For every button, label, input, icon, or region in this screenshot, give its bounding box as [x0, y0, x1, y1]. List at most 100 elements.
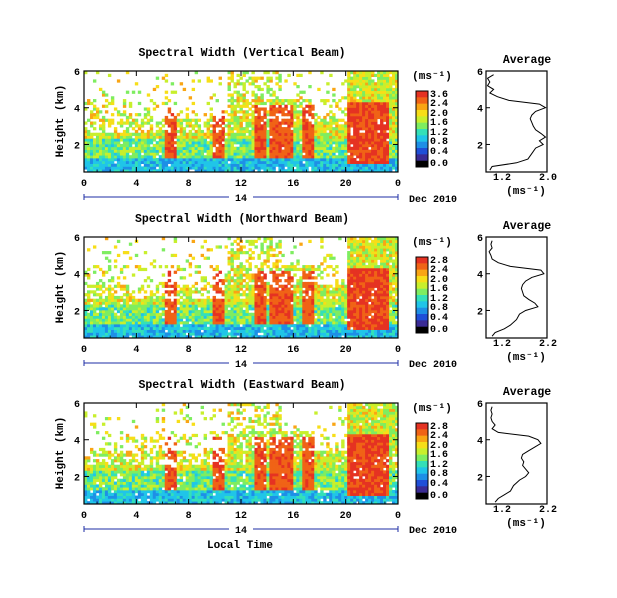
heatmap-cell: [359, 276, 363, 280]
heatmap-cell: [314, 146, 318, 150]
heatmap-cell: [236, 253, 240, 258]
heatmap-cell: [287, 295, 291, 300]
heatmap-cell: [224, 295, 228, 300]
heatmap-cell: [362, 332, 366, 336]
heatmap-cell: [206, 312, 210, 316]
heatmap-cell: [149, 262, 154, 266]
heatmap-cell: [146, 276, 151, 280]
heatmap-cell: [119, 138, 124, 142]
heatmap-cell: [284, 129, 288, 134]
heatmap-cell: [293, 323, 297, 328]
heatmap-cell: [212, 276, 216, 280]
heatmap-cell: [350, 251, 354, 255]
heatmap-cell: [119, 132, 124, 136]
heatmap-cell: [386, 118, 390, 122]
heatmap-cell: [296, 113, 300, 117]
heatmap-cell: [374, 253, 378, 258]
heatmap-cell: [260, 284, 264, 288]
heatmap-cell: [122, 307, 127, 311]
heatmap-cell: [155, 146, 160, 150]
heatmap-cell: [374, 315, 378, 319]
heatmap-cell: [92, 265, 97, 269]
heatmap-cell: [371, 287, 375, 291]
heatmap-cell: [188, 335, 193, 339]
heatmap-cell: [167, 107, 172, 111]
heatmap-cell: [212, 143, 216, 148]
heatmap-cell: [371, 281, 375, 286]
heatmap-cell: [257, 329, 261, 333]
heatmap-cell: [113, 323, 118, 328]
heatmap-cell: [284, 127, 288, 131]
heatmap-cell: [173, 152, 178, 156]
heatmap-cell: [272, 157, 276, 162]
heatmap-cell: [92, 104, 97, 108]
heatmap-cell: [233, 113, 237, 117]
heatmap-cell: [377, 93, 381, 97]
heatmap-cell: [392, 107, 396, 111]
heatmap-cell: [170, 157, 175, 162]
heatmap-cell: [368, 242, 372, 246]
heatmap-cell: [269, 307, 273, 311]
heatmap-cell: [284, 265, 288, 269]
heatmap-cell: [254, 315, 258, 319]
heatmap-cell: [200, 132, 205, 136]
heatmap-cell: [329, 155, 333, 159]
heatmap-cell: [101, 129, 106, 134]
heatmap-cell: [173, 323, 178, 328]
heatmap-cell: [365, 295, 369, 300]
heatmap-cell: [308, 281, 312, 286]
heatmap-cell: [245, 259, 249, 263]
heatmap-cell: [167, 323, 172, 328]
heatmap-cell: [275, 301, 279, 305]
heatmap-cell: [107, 323, 112, 328]
heatmap-cell: [263, 304, 267, 308]
heatmap-cell: [380, 104, 384, 108]
heatmap-cell: [260, 248, 264, 252]
heatmap-cell: [320, 157, 324, 162]
heatmap-cell: [356, 124, 360, 128]
heatmap-cell: [161, 166, 166, 170]
heatmap-cell: [155, 290, 160, 294]
heatmap-cell: [392, 335, 396, 339]
heatmap-cell: [149, 301, 154, 305]
average-unit-label: (ms⁻¹): [506, 186, 546, 198]
heatmap-cell: [311, 293, 315, 297]
x-tick-label: 12: [235, 179, 247, 190]
heatmap-cell: [146, 309, 151, 314]
heatmap-cell: [233, 239, 237, 244]
heatmap-cell: [281, 323, 285, 328]
heatmap-cell: [119, 307, 124, 311]
heatmap-cell: [395, 135, 399, 139]
heatmap-cell: [260, 318, 264, 322]
heatmap-cell: [335, 169, 339, 173]
heatmap-cell: [92, 143, 97, 148]
heatmap-cell: [197, 309, 202, 314]
heatmap-cell: [134, 121, 139, 125]
heatmap-cell: [176, 290, 181, 294]
heatmap-cell: [275, 267, 279, 272]
heatmap-cell: [191, 101, 196, 106]
heatmap-cell: [383, 270, 387, 274]
heatmap-cell: [89, 135, 94, 139]
heatmap-cell: [293, 138, 297, 142]
heatmap-cell: [266, 76, 270, 80]
heatmap-cell: [119, 321, 124, 325]
heatmap-cell: [305, 335, 309, 339]
heatmap-cell: [380, 113, 384, 117]
heatmap-cell: [383, 253, 387, 258]
heatmap-cell: [359, 248, 363, 252]
heatmap-cell: [176, 309, 181, 314]
heatmap-cell: [125, 287, 130, 291]
heatmap-cell: [392, 279, 396, 283]
heatmap-cell: [290, 304, 294, 308]
heatmap-cell: [350, 323, 354, 328]
heatmap-cell: [290, 309, 294, 314]
heatmap-cell: [167, 146, 172, 150]
heatmap-cell: [170, 155, 175, 159]
heatmap-cell: [305, 160, 309, 164]
heatmap-cell: [359, 284, 363, 288]
heatmap-cell: [84, 101, 88, 106]
heatmap-cell: [98, 87, 103, 92]
heatmap-cell: [185, 135, 190, 139]
heatmap-cell: [257, 321, 261, 325]
